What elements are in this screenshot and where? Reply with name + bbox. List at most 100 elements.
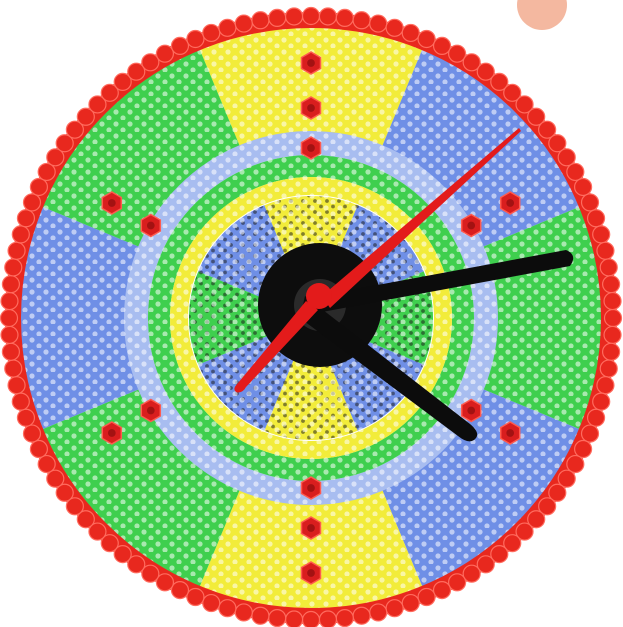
border-bead — [0, 308, 19, 328]
border-bead — [100, 534, 119, 553]
border-bead — [602, 275, 621, 294]
border-bead — [548, 483, 567, 502]
border-bead — [202, 593, 221, 613]
border-bead — [603, 308, 623, 328]
border-bead — [127, 62, 146, 81]
border-bead — [573, 177, 593, 197]
border-bead — [335, 8, 354, 27]
border-bead — [352, 11, 371, 30]
border-bead — [369, 14, 388, 33]
border-bead — [55, 483, 74, 502]
border-bead — [548, 134, 567, 153]
border-bead — [46, 148, 65, 167]
border-bead — [557, 469, 576, 488]
border-bead — [11, 225, 30, 244]
border-bead — [603, 325, 622, 345]
border-bead — [251, 606, 270, 625]
border-bead — [476, 62, 495, 81]
border-bead — [401, 593, 420, 613]
border-bead — [580, 193, 600, 212]
border-bead — [603, 291, 622, 311]
border-bead — [284, 610, 304, 627]
border-bead — [65, 497, 84, 516]
border-bead — [599, 359, 618, 378]
border-bead — [527, 510, 546, 529]
bead-hole — [107, 429, 116, 437]
bead-hole — [146, 221, 155, 230]
border-bead — [37, 162, 56, 182]
border-bead — [234, 14, 253, 33]
border-bead — [602, 342, 621, 361]
border-bead — [586, 209, 606, 228]
border-bead — [234, 603, 253, 622]
border-bead — [462, 53, 481, 72]
second-hand-tail-icon — [234, 301, 318, 393]
border-bead — [65, 120, 84, 139]
border-bead — [580, 424, 600, 443]
border-bead — [596, 376, 615, 395]
border-bead — [155, 44, 175, 63]
center-cap-icon — [306, 283, 332, 309]
border-bead — [4, 258, 23, 277]
bead-hole — [307, 524, 315, 532]
border-bead — [76, 510, 95, 529]
border-bead — [318, 610, 338, 627]
border-bead — [538, 120, 557, 139]
border-bead — [268, 609, 287, 627]
border-bead — [301, 610, 321, 627]
border-bead — [218, 18, 237, 37]
border-bead — [251, 11, 270, 30]
border-bead — [141, 564, 160, 583]
border-bead — [490, 545, 509, 564]
border-bead — [127, 555, 146, 574]
border-bead — [186, 29, 205, 49]
border-bead — [284, 7, 304, 26]
border-bead — [503, 83, 522, 102]
border-bead — [447, 44, 467, 63]
border-bead — [218, 599, 237, 618]
border-bead — [170, 580, 190, 600]
hour-hand-icon — [300, 296, 478, 442]
border-bead — [476, 555, 495, 574]
border-bead — [538, 497, 557, 516]
border-bead — [503, 534, 522, 553]
border-bead — [1, 275, 20, 294]
bead-hole — [506, 429, 515, 437]
border-bead — [0, 325, 19, 345]
border-bead — [527, 107, 546, 126]
border-bead — [7, 241, 26, 260]
border-bead — [113, 545, 132, 564]
bead-border — [0, 6, 623, 627]
border-bead — [586, 408, 606, 427]
bead-hole — [467, 406, 476, 415]
border-bead — [155, 573, 175, 592]
bead-hole — [467, 221, 476, 230]
border-bead — [592, 392, 611, 411]
border-bead — [4, 359, 23, 378]
border-bead — [141, 53, 160, 72]
border-bead — [515, 95, 534, 114]
border-bead — [432, 36, 452, 56]
border-bead — [490, 72, 509, 91]
border-bead — [432, 580, 452, 600]
border-bead — [268, 8, 287, 27]
border-bead — [22, 424, 42, 443]
border-bead — [202, 23, 221, 43]
border-bead — [100, 83, 119, 102]
border-bead — [599, 258, 618, 277]
bead-hole — [307, 569, 315, 577]
border-bead — [573, 439, 593, 459]
border-bead — [592, 225, 611, 244]
border-bead — [7, 376, 26, 395]
border-bead — [22, 193, 42, 212]
border-bead — [557, 148, 576, 167]
bead-hole — [506, 199, 515, 207]
border-bead — [186, 587, 205, 607]
border-bead — [401, 23, 420, 43]
border-bead — [16, 408, 36, 427]
border-bead — [447, 573, 467, 592]
second-hand-icon — [322, 128, 521, 308]
border-bead — [170, 36, 190, 56]
border-bead — [385, 18, 404, 37]
